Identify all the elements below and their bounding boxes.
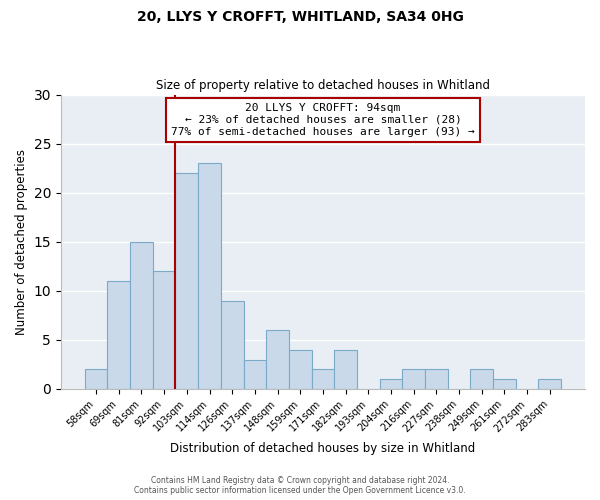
Text: 20, LLYS Y CROFFT, WHITLAND, SA34 0HG: 20, LLYS Y CROFFT, WHITLAND, SA34 0HG (137, 10, 463, 24)
Bar (425, 370, 448, 389)
Bar (493, 379, 516, 389)
Bar (538, 379, 561, 389)
X-axis label: Distribution of detached houses by size in Whitland: Distribution of detached houses by size … (170, 442, 476, 455)
Text: 20 LLYS Y CROFFT: 94sqm
← 23% of detached houses are smaller (28)
77% of semi-de: 20 LLYS Y CROFFT: 94sqm ← 23% of detache… (171, 104, 475, 136)
Bar (175, 173, 198, 389)
Bar (311, 370, 334, 389)
Bar (107, 281, 130, 389)
Bar (403, 370, 425, 389)
Bar (470, 370, 493, 389)
Bar (85, 370, 107, 389)
Bar (266, 330, 289, 389)
Title: Size of property relative to detached houses in Whitland: Size of property relative to detached ho… (156, 79, 490, 92)
Bar (221, 300, 244, 389)
Bar (380, 379, 403, 389)
Bar (153, 271, 175, 389)
Bar (334, 350, 357, 389)
Bar (289, 350, 311, 389)
Bar (198, 163, 221, 389)
Bar (244, 360, 266, 389)
Text: Contains HM Land Registry data © Crown copyright and database right 2024.
Contai: Contains HM Land Registry data © Crown c… (134, 476, 466, 495)
Y-axis label: Number of detached properties: Number of detached properties (15, 148, 28, 334)
Bar (130, 242, 153, 389)
